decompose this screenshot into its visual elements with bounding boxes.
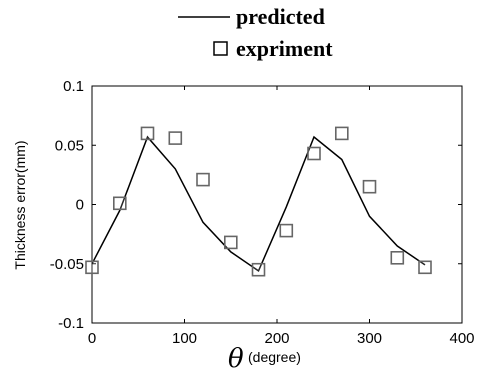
expriment-series xyxy=(85,126,432,277)
expriment-point xyxy=(140,126,155,141)
legend-label-predicted: predicted xyxy=(236,4,325,29)
y-tick-label: 0 xyxy=(76,197,84,214)
legend-square-swatch xyxy=(213,41,228,56)
y-axis-label: Thickness error(mm) xyxy=(12,140,28,269)
x-axis-label-symbol: θ xyxy=(228,344,244,374)
x-axis-label-unit: (degree) xyxy=(248,349,301,365)
predicted-series xyxy=(91,135,426,273)
y-tick-label: 0.1 xyxy=(63,78,84,95)
y-axis: -0.1 -0.05 0 0.05 0.1 xyxy=(50,78,462,332)
expriment-point xyxy=(113,196,127,211)
x-tick-label: 0 xyxy=(88,330,96,347)
x-tick-label: 400 xyxy=(449,330,474,347)
x-tick-label: 200 xyxy=(264,330,289,347)
predicted-line xyxy=(91,135,426,273)
x-axis: 0 100 200 300 400 xyxy=(88,86,475,347)
expriment-point xyxy=(196,172,210,187)
legend-label-expriment: expriment xyxy=(236,36,333,61)
expriment-point xyxy=(251,262,266,277)
plot-frame xyxy=(91,85,463,324)
x-tick-label: 300 xyxy=(357,330,382,347)
y-tick-label: 0.05 xyxy=(55,137,84,154)
expriment-point xyxy=(362,179,377,194)
expriment-point xyxy=(307,146,321,161)
expriment-point xyxy=(168,131,183,145)
legend: predicted expriment xyxy=(178,4,333,61)
expriment-point xyxy=(390,251,405,265)
expriment-point xyxy=(418,260,432,275)
y-tick-label: -0.1 xyxy=(58,315,84,332)
expriment-point xyxy=(85,260,99,275)
expriment-point xyxy=(224,235,238,250)
x-tick-label: 100 xyxy=(172,330,197,347)
expriment-point xyxy=(334,126,349,141)
y-tick-label: -0.05 xyxy=(50,256,84,273)
expriment-point xyxy=(279,223,294,238)
